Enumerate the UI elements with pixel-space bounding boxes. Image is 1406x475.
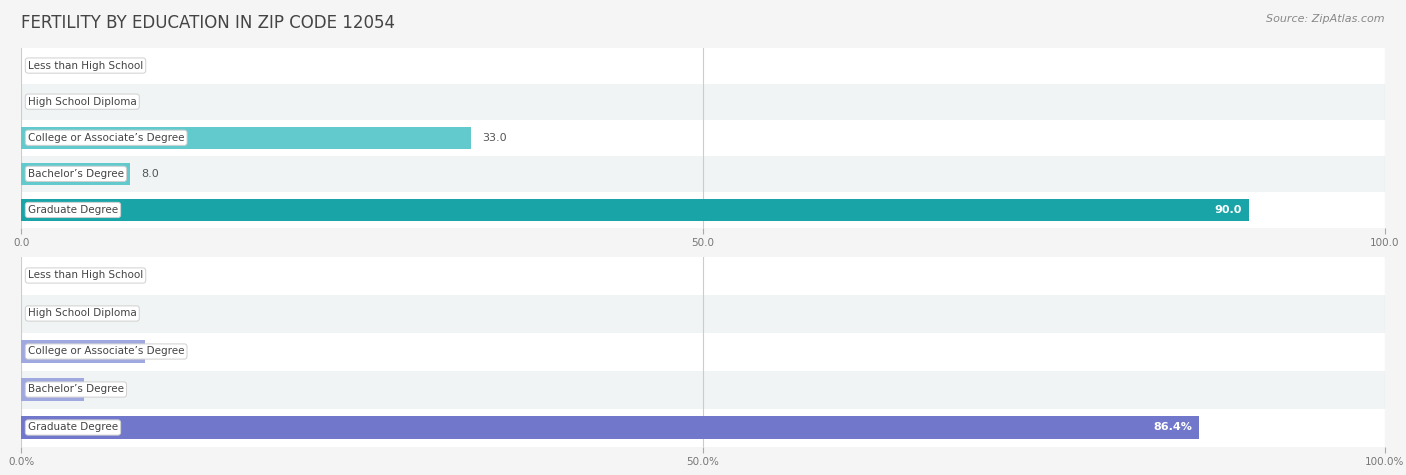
Text: High School Diploma: High School Diploma (28, 308, 136, 319)
Bar (21, 126, 471, 149)
Text: Bachelor’s Degree: Bachelor’s Degree (28, 169, 124, 179)
Text: FERTILITY BY EDUCATION IN ZIP CODE 12054: FERTILITY BY EDUCATION IN ZIP CODE 12054 (21, 14, 395, 32)
Bar (21, 48, 1385, 84)
Bar (21, 416, 1199, 439)
Text: Graduate Degree: Graduate Degree (28, 205, 118, 215)
Bar (21, 256, 1385, 294)
Text: College or Associate’s Degree: College or Associate’s Degree (28, 133, 184, 143)
Text: 0.0%: 0.0% (32, 308, 60, 319)
Text: Bachelor’s Degree: Bachelor’s Degree (28, 384, 124, 395)
Bar (21, 370, 1385, 408)
Bar (21, 340, 145, 363)
Text: 0.0: 0.0 (32, 60, 49, 71)
Text: Less than High School: Less than High School (28, 270, 143, 281)
Text: 86.4%: 86.4% (1154, 422, 1192, 433)
Text: 8.0: 8.0 (141, 169, 159, 179)
Bar (21, 120, 1385, 156)
Text: 0.0%: 0.0% (32, 270, 60, 281)
Text: Graduate Degree: Graduate Degree (28, 422, 118, 433)
Bar (21, 199, 1249, 221)
Bar (21, 378, 84, 401)
Bar (21, 156, 1385, 192)
Bar (21, 162, 131, 185)
Text: 4.6%: 4.6% (94, 384, 124, 395)
Text: High School Diploma: High School Diploma (28, 96, 136, 107)
Text: College or Associate’s Degree: College or Associate’s Degree (28, 346, 184, 357)
Text: 9.1%: 9.1% (156, 346, 184, 357)
Bar (21, 294, 1385, 332)
Text: 33.0: 33.0 (482, 133, 506, 143)
Text: 90.0: 90.0 (1215, 205, 1241, 215)
Text: Source: ZipAtlas.com: Source: ZipAtlas.com (1267, 14, 1385, 24)
Bar (21, 408, 1385, 446)
Text: Less than High School: Less than High School (28, 60, 143, 71)
Bar (21, 84, 1385, 120)
Text: 0.0: 0.0 (32, 96, 49, 107)
Bar (21, 332, 1385, 371)
Bar (21, 192, 1385, 228)
